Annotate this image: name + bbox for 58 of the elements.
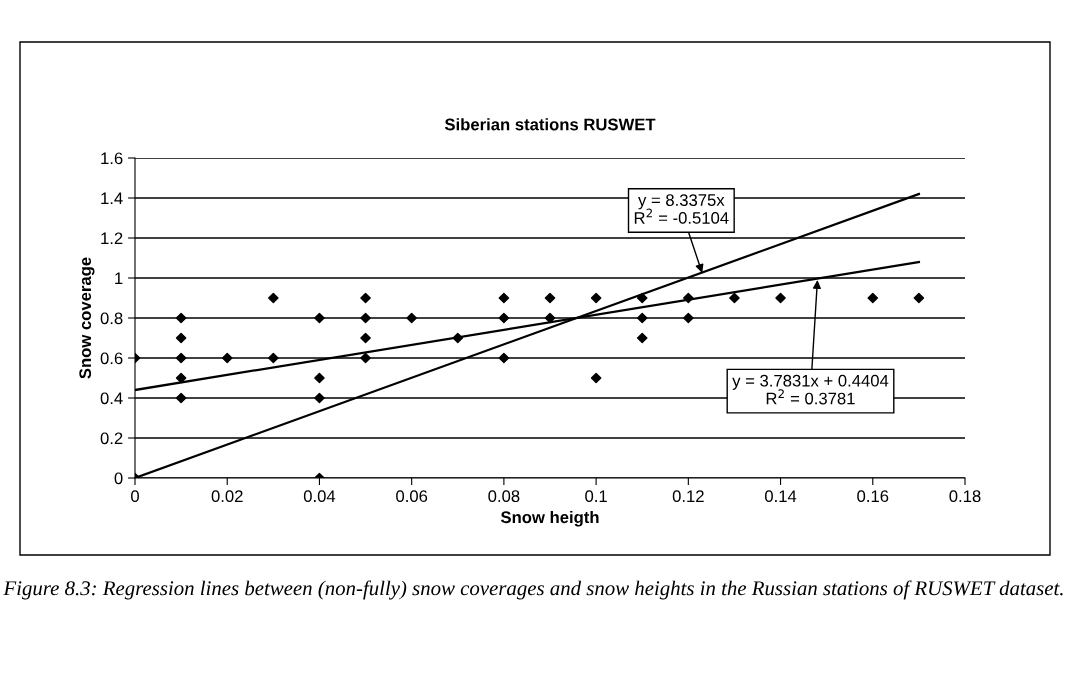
point: [314, 312, 325, 324]
point: [636, 292, 648, 304]
caption: Figure 8.3: Regression lines between (non-fully) snow coverages and snow heights in the Russian stations of RUSWET dataset.: [3, 580, 1063, 600]
point: [452, 332, 464, 344]
point: [544, 312, 556, 324]
chart-title: Siberian stations RUSWET: [444, 118, 656, 131]
point: [913, 292, 925, 304]
annotation: y = 3.7831x + 0.4404 R$^{2}$ = 0.3781: [732, 374, 889, 405]
point: [221, 352, 233, 364]
point: [590, 292, 602, 304]
point: [268, 352, 279, 364]
y-tick-label: 0.2: [100, 432, 123, 445]
point: [360, 332, 371, 344]
x-tick-label: 0.04: [303, 490, 336, 503]
x-tick-label: 0.08: [488, 490, 520, 503]
point: [683, 312, 694, 324]
y-tick-label: 1.4: [101, 192, 123, 205]
x-tick-label: 0.14: [764, 490, 797, 503]
point: [498, 292, 510, 304]
y-tick-label: 0.6: [100, 352, 123, 365]
x-tick-label: 0: [131, 490, 139, 503]
y-tick-label: 0: [114, 472, 123, 485]
point: [175, 332, 187, 344]
point: [314, 392, 325, 404]
x-tick-label: 0.16: [857, 490, 889, 503]
y-tick-label: 1: [115, 272, 123, 285]
x-axis-title: Snow heigth: [500, 510, 599, 527]
annotation: y = 8.3375x R$^{2}$ = -0.5104: [634, 194, 729, 224]
point: [175, 372, 187, 384]
point: [175, 352, 187, 364]
point: [867, 292, 879, 304]
point: [498, 352, 510, 364]
y-tick-label: 1.2: [101, 232, 123, 245]
point: [775, 292, 786, 304]
point: [360, 352, 371, 364]
x-tick-label: 0.12: [672, 490, 704, 503]
point: [729, 292, 740, 304]
x-tick-label: 0.1: [585, 490, 607, 503]
point: [544, 292, 556, 304]
point: [590, 372, 602, 384]
y-axis-title: Snow coverage: [79, 257, 95, 379]
point: [683, 292, 694, 304]
point: [175, 392, 187, 404]
x-tick-label: 0.02: [211, 490, 243, 503]
y-tick-label: 1.6: [101, 152, 123, 165]
point: [406, 312, 417, 324]
y-tick-label: 0.8: [100, 312, 123, 325]
point: [636, 332, 648, 344]
y-tick-label: 0.4: [100, 392, 123, 405]
point: [498, 312, 510, 324]
point: [360, 292, 371, 304]
x-tick-label: 0.18: [949, 490, 981, 503]
point: [360, 312, 371, 324]
point: [175, 312, 187, 324]
point: [268, 292, 279, 304]
point: [636, 312, 648, 324]
x-tick-label: 0.06: [396, 490, 428, 503]
point: [314, 372, 325, 384]
